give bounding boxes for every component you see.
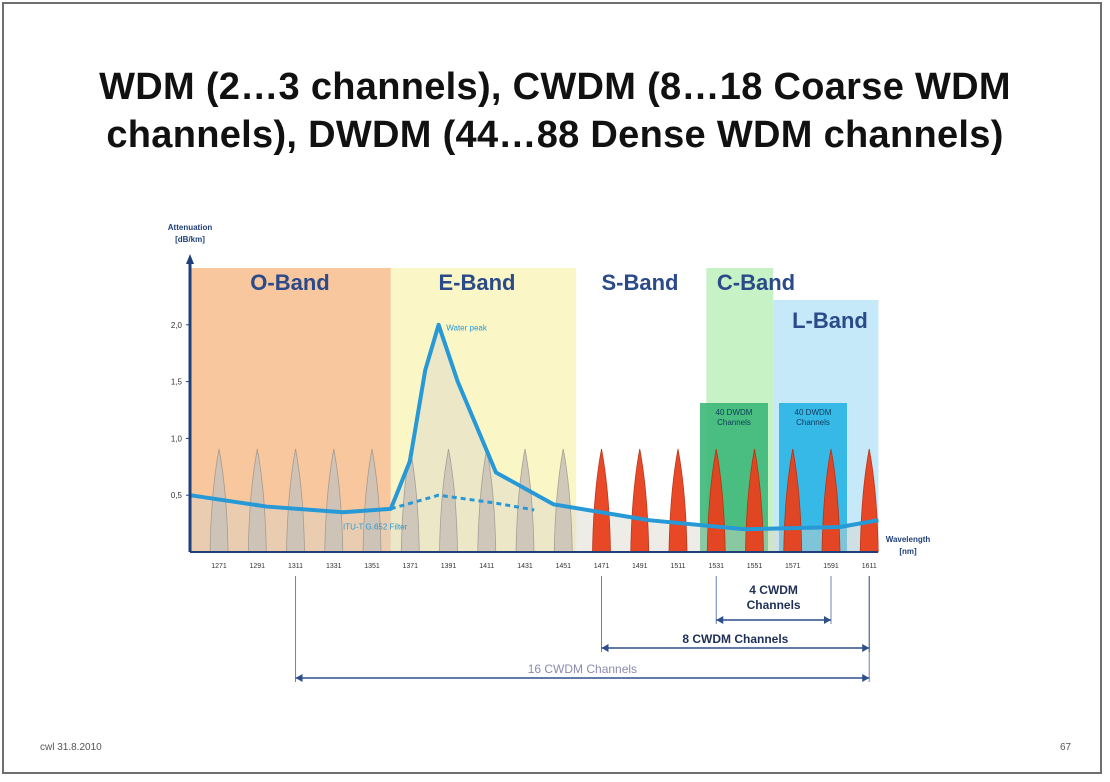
dwdm-box-label-2-line-2: Channels bbox=[796, 418, 830, 427]
y-axis-label-line-1: Attenuation bbox=[168, 223, 213, 232]
span-2-arrow-right bbox=[862, 644, 870, 652]
slide-title-line-1: WDM (2…3 channels), CWDM (8…18 Coarse WD… bbox=[99, 66, 1011, 108]
band-label-l-band: L-Band bbox=[792, 308, 868, 333]
dwdm-box-label-1-line-1: 40 DWDM bbox=[716, 408, 753, 417]
x-tick-label-1311: 1311 bbox=[288, 563, 303, 570]
cwdm-channel-1391 bbox=[439, 448, 458, 553]
x-tick-label-1351: 1351 bbox=[364, 563, 380, 570]
filter-label: ITU-T G.652 Filter bbox=[343, 522, 408, 531]
cwdm-channel-1351 bbox=[362, 448, 382, 553]
span-3-arrow-right bbox=[862, 674, 870, 682]
cwdm-channel-1291 bbox=[247, 448, 267, 553]
band-label-s-band: S-Band bbox=[602, 270, 679, 295]
cwdm-channel-1431 bbox=[515, 448, 535, 553]
x-tick-label-1331: 1331 bbox=[326, 563, 342, 570]
dwdm-box-label-2-line-1: 40 DWDM bbox=[795, 408, 832, 417]
x-tick-label-1451: 1451 bbox=[555, 563, 571, 570]
y-axis-label-line-2: [dB/km] bbox=[175, 235, 205, 244]
cwdm-channel-1471 bbox=[592, 448, 611, 553]
x-axis-label-line-1: Wavelength bbox=[886, 535, 931, 544]
water-peak-curve bbox=[189, 322, 879, 532]
band-label-c-band: C-Band bbox=[717, 270, 795, 295]
y-tick-label-1: 1,5 bbox=[171, 378, 183, 387]
y-tick-label-3: 0,5 bbox=[171, 491, 183, 500]
x-tick-label-1291: 1291 bbox=[249, 563, 265, 570]
y-tick-label-0: 2,0 bbox=[171, 321, 183, 330]
band-label-o-band: O-Band bbox=[250, 270, 329, 295]
span-1-label-line-1: 4 CWDM bbox=[749, 583, 798, 597]
x-tick-label-1491: 1491 bbox=[632, 563, 648, 570]
cwdm-channel-1611 bbox=[859, 448, 879, 553]
dwdm-box-label-1-line-2: Channels bbox=[717, 418, 751, 427]
span-2-arrow-left bbox=[601, 644, 609, 652]
span-1-arrow-right bbox=[823, 616, 831, 624]
slide-title-line-2: channels), DWDM (44…88 Dense WDM channel… bbox=[106, 114, 1004, 156]
span-3-label: 16 CWDM Channels bbox=[528, 662, 637, 676]
span-1-arrow-left bbox=[716, 616, 724, 624]
cwdm-channel-1311 bbox=[286, 448, 305, 553]
x-tick-label-1431: 1431 bbox=[517, 563, 533, 570]
span-3-arrow-left bbox=[295, 674, 303, 682]
band-label-e-band: E-Band bbox=[439, 270, 516, 295]
x-tick-label-1531: 1531 bbox=[708, 563, 724, 570]
filter-curve bbox=[390, 493, 535, 512]
water-peak-label: Water peak bbox=[446, 323, 488, 332]
x-tick-label-1611: 1611 bbox=[862, 563, 877, 570]
x-tick-label-1391: 1391 bbox=[441, 563, 457, 570]
x-axis-label-line-2: [nm] bbox=[899, 547, 917, 556]
x-tick-label-1511: 1511 bbox=[670, 563, 685, 570]
span-2-label: 8 CWDM Channels bbox=[682, 632, 788, 646]
cwdm-channel-1331 bbox=[324, 448, 344, 553]
cwdm-channel-1451 bbox=[553, 448, 573, 553]
x-tick-label-1551: 1551 bbox=[747, 563, 763, 570]
x-tick-label-1411: 1411 bbox=[479, 563, 494, 570]
y-tick-label-2: 1,0 bbox=[171, 434, 183, 443]
x-tick-label-1371: 1371 bbox=[402, 563, 418, 570]
footer-page-number: 67 bbox=[1060, 742, 1072, 753]
cwdm-channel-1551 bbox=[745, 448, 764, 553]
y-axis-arrow bbox=[186, 254, 194, 264]
x-tick-label-1591: 1591 bbox=[823, 563, 839, 570]
x-tick-label-1571: 1571 bbox=[785, 563, 801, 570]
footer-date: cwl 31.8.2010 bbox=[40, 742, 102, 753]
x-tick-label-1471: 1471 bbox=[594, 563, 610, 570]
span-1-label-line-2: Channels bbox=[747, 598, 801, 612]
x-tick-label-1271: 1271 bbox=[211, 563, 227, 570]
